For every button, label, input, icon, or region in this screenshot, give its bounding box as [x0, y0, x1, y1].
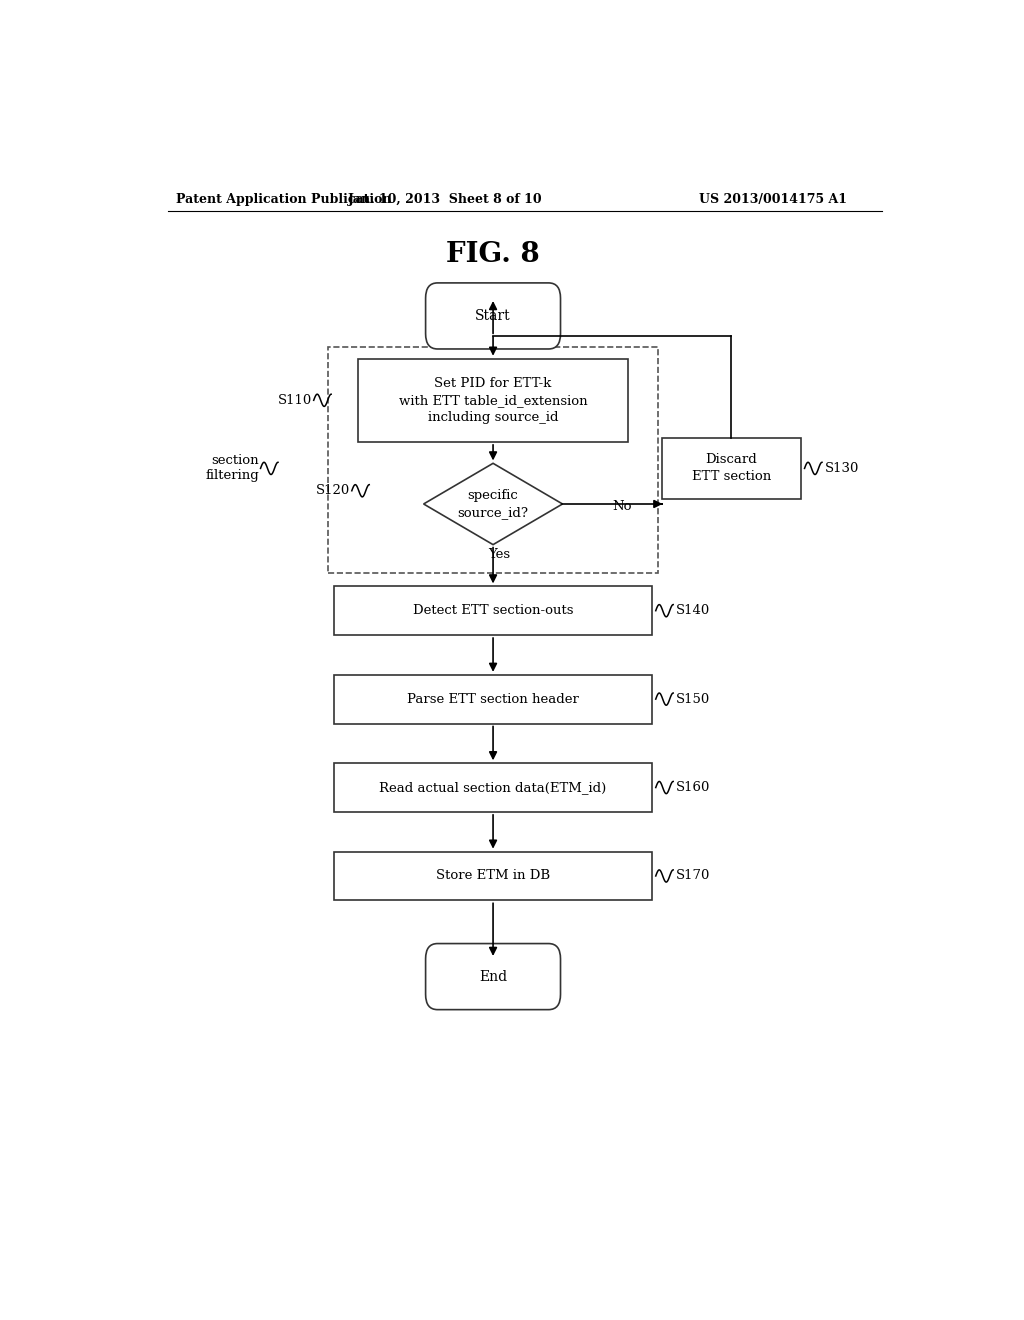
- Text: Discard
ETT section: Discard ETT section: [691, 453, 771, 483]
- Bar: [334, 763, 652, 812]
- Text: Parse ETT section header: Parse ETT section header: [408, 693, 579, 706]
- Text: specific
source_id?: specific source_id?: [458, 488, 528, 519]
- Text: Yes: Yes: [488, 548, 511, 561]
- Text: Jan. 10, 2013  Sheet 8 of 10: Jan. 10, 2013 Sheet 8 of 10: [348, 193, 543, 206]
- Text: Read actual section data(ETM_id): Read actual section data(ETM_id): [380, 781, 606, 795]
- Bar: [334, 851, 652, 900]
- Text: Store ETM in DB: Store ETM in DB: [436, 870, 550, 883]
- Bar: [334, 675, 652, 723]
- FancyBboxPatch shape: [426, 282, 560, 348]
- Text: Start: Start: [475, 309, 511, 323]
- Bar: [358, 359, 628, 442]
- Text: Set PID for ETT-k
with ETT table_id_extension
including source_id: Set PID for ETT-k with ETT table_id_exte…: [398, 376, 588, 424]
- Text: No: No: [612, 499, 632, 512]
- Bar: [334, 586, 652, 635]
- Text: S160: S160: [676, 781, 710, 795]
- Text: US 2013/0014175 A1: US 2013/0014175 A1: [699, 193, 848, 206]
- Text: Detect ETT section-outs: Detect ETT section-outs: [413, 605, 573, 618]
- Text: S110: S110: [278, 393, 312, 407]
- Text: Patent Application Publication: Patent Application Publication: [176, 193, 391, 206]
- Text: S120: S120: [316, 484, 350, 498]
- Bar: [329, 347, 657, 573]
- Polygon shape: [424, 463, 562, 545]
- Text: S150: S150: [676, 693, 710, 706]
- Text: FIG. 8: FIG. 8: [446, 242, 540, 268]
- Text: S140: S140: [676, 605, 710, 618]
- Text: S170: S170: [676, 870, 710, 883]
- Text: End: End: [479, 970, 507, 983]
- Text: section
filtering: section filtering: [205, 454, 259, 482]
- Bar: [662, 438, 801, 499]
- FancyBboxPatch shape: [426, 944, 560, 1010]
- Text: S130: S130: [824, 462, 859, 475]
